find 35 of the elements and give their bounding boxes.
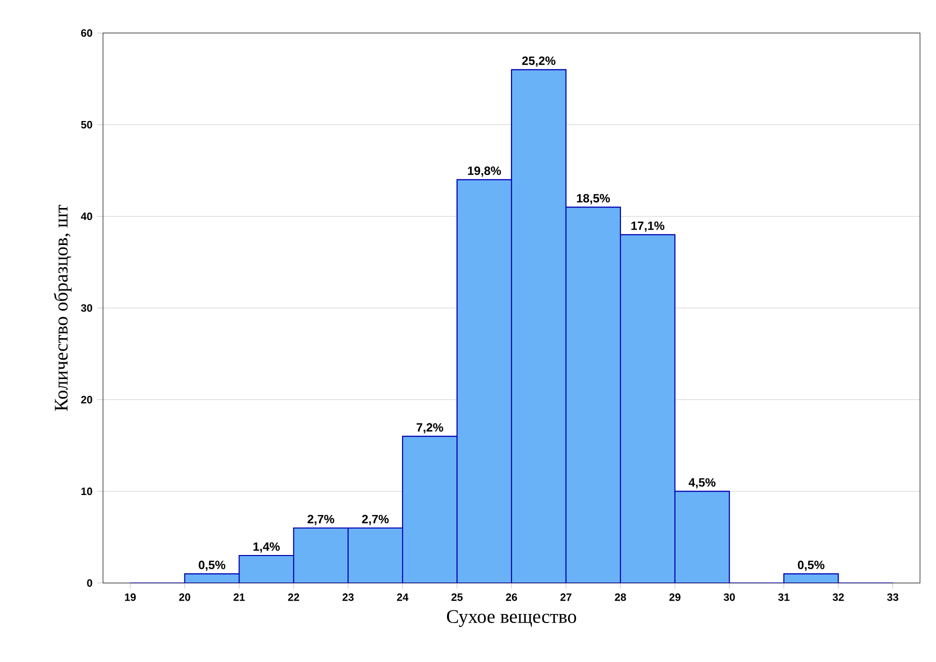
annotation: 17,1% [631, 222, 664, 232]
x-tick-label: 28 [614, 593, 626, 601]
y-tick-label: 40 [80, 212, 92, 220]
x-tick-label: 30 [724, 593, 735, 601]
x-tick-label: 29 [669, 593, 680, 601]
annotation: 1,4% [253, 542, 280, 553]
x-tick-label: 25 [451, 593, 463, 601]
y-tick-label: 10 [81, 488, 92, 496]
x-tick-label: 20 [179, 593, 190, 601]
x-tick-label: 32 [832, 593, 844, 601]
annotation: 25,2% [522, 56, 556, 67]
annotation: 18,5% [576, 194, 610, 204]
annotation: 7,2% [416, 423, 444, 434]
x-tick-label: 31 [778, 593, 790, 601]
x-tick-label: 26 [506, 593, 518, 601]
annotation: 2,7% [362, 514, 389, 526]
x-tick-label: 19 [124, 593, 136, 601]
x-axis-title: Сухое вещество [446, 610, 576, 627]
y-tick-label: 0 [87, 579, 92, 587]
annotation: 0,5% [198, 560, 226, 571]
x-tick-label: 22 [288, 593, 300, 601]
y-tick-label: 30 [80, 304, 92, 312]
x-tick-label: 23 [342, 593, 354, 601]
x-tick-label: 24 [397, 593, 408, 601]
x-tick-label: 27 [560, 593, 572, 601]
annotation: 4,5% [688, 478, 716, 488]
y-axis-title: Количество образцов, шт [54, 204, 72, 411]
y-tick-label: 60 [81, 29, 92, 37]
y-tick-label: 20 [81, 396, 92, 404]
annotation: 2,7% [308, 514, 334, 526]
y-tick-label: 50 [81, 120, 92, 128]
annotation: 19,8% [468, 166, 501, 177]
annotation: 0,5% [798, 560, 824, 571]
x-tick-label: 21 [234, 593, 245, 601]
x-tick-label: 33 [887, 593, 898, 601]
